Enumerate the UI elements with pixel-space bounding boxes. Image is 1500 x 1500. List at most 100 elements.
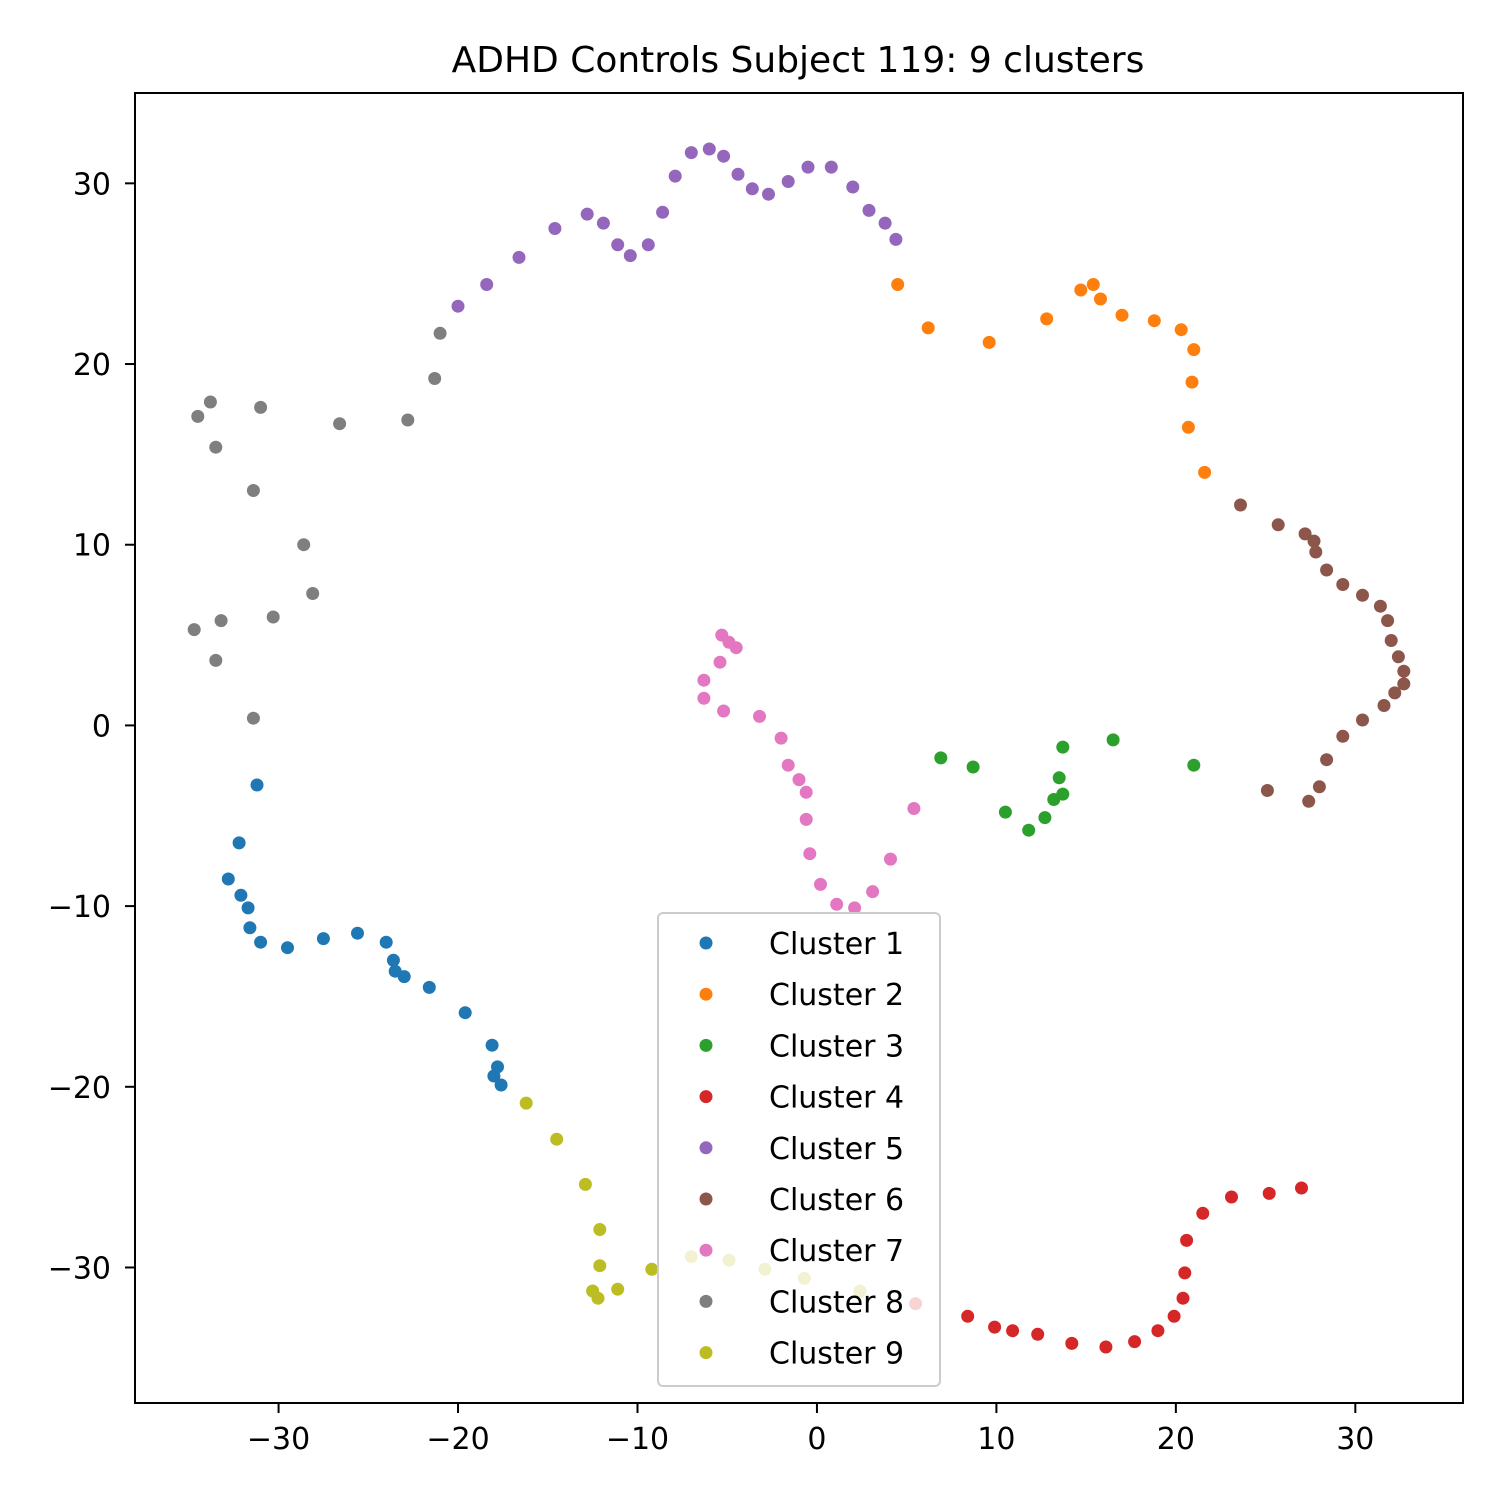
cluster-6-point-17 bbox=[1356, 713, 1369, 727]
cluster-5-point-17 bbox=[762, 187, 775, 201]
legend-marker bbox=[699, 1346, 713, 1360]
plot-frame bbox=[134, 92, 1464, 1404]
legend-label: Cluster 3 bbox=[769, 1029, 904, 1064]
cluster-5-point-15 bbox=[731, 167, 745, 181]
cluster-5-point-24 bbox=[889, 232, 903, 246]
cluster-1-point-17 bbox=[485, 1038, 499, 1052]
cluster-5-point-11 bbox=[668, 169, 682, 183]
cluster-5-point-16 bbox=[745, 182, 759, 196]
cluster-2-point-7 bbox=[1094, 292, 1107, 306]
cluster-7-point-18 bbox=[866, 885, 880, 899]
cluster-5-point-14 bbox=[717, 149, 731, 163]
cluster-7-point-3 bbox=[729, 641, 743, 655]
x-tick-label: −10 bbox=[606, 1422, 669, 1457]
cluster-5-point-12 bbox=[684, 146, 698, 160]
cluster-7-point-8 bbox=[753, 709, 766, 723]
cluster-4-point-17 bbox=[1295, 1181, 1308, 1195]
cluster-8-point-10 bbox=[297, 538, 311, 552]
cluster-6-point-22 bbox=[1260, 784, 1274, 797]
cluster-4-point-9 bbox=[1151, 1324, 1165, 1338]
cluster-6-point-18 bbox=[1336, 729, 1350, 743]
cluster-1-point-16 bbox=[458, 1006, 472, 1020]
cluster-6-point-15 bbox=[1388, 686, 1402, 700]
legend-label: Cluster 8 bbox=[769, 1285, 904, 1320]
cluster-4-point-12 bbox=[1178, 1266, 1192, 1280]
y-tick-label: −10 bbox=[48, 890, 111, 925]
y-tick-label: 10 bbox=[73, 529, 111, 564]
cluster-4-point-7 bbox=[1099, 1340, 1113, 1354]
cluster-2-point-13 bbox=[1181, 420, 1195, 434]
cluster-1-point-2 bbox=[232, 836, 246, 850]
cluster-3-point-1 bbox=[934, 751, 948, 765]
cluster-2-point-1 bbox=[891, 278, 905, 291]
cluster-8-point-6 bbox=[333, 417, 347, 431]
cluster-6-point-10 bbox=[1381, 614, 1395, 628]
cluster-9-point-3 bbox=[578, 1177, 592, 1191]
cluster-1-point-7 bbox=[254, 935, 268, 949]
legend-entries: Cluster 1 Cluster 2 Cluster 3 Cluster 4 Clus… bbox=[699, 927, 904, 1372]
cluster-8-point-9 bbox=[433, 326, 447, 340]
cluster-7-point-14 bbox=[803, 847, 817, 861]
cluster-8-point-4 bbox=[254, 400, 268, 414]
cluster-2-point-9 bbox=[1147, 314, 1161, 328]
cluster-6-point-14 bbox=[1397, 677, 1411, 691]
cluster-7-point-19 bbox=[884, 852, 897, 866]
cluster-5-point-22 bbox=[862, 203, 876, 217]
series-cluster-4 bbox=[909, 1181, 1308, 1354]
x-tick-label: 10 bbox=[977, 1422, 1015, 1457]
y-tick-label: −30 bbox=[48, 1251, 111, 1286]
cluster-1-point-12 bbox=[386, 953, 400, 967]
cluster-2-point-8 bbox=[1115, 308, 1129, 322]
cluster-1-point-4 bbox=[234, 888, 248, 902]
points-layer bbox=[187, 142, 1411, 1354]
cluster-8-point-7 bbox=[401, 413, 415, 427]
cluster-2-point-12 bbox=[1185, 375, 1199, 389]
cluster-8-point-5 bbox=[246, 484, 260, 497]
cluster-9-point-8 bbox=[611, 1282, 625, 1296]
cluster-7-point-16 bbox=[830, 897, 844, 911]
cluster-8-point-14 bbox=[187, 623, 201, 637]
cluster-7-point-11 bbox=[792, 773, 806, 787]
cluster-6-point-20 bbox=[1312, 780, 1326, 794]
cluster-7-point-13 bbox=[799, 812, 813, 826]
cluster-6-point-7 bbox=[1336, 578, 1350, 591]
legend-entry-cluster-8: Cluster 8 bbox=[699, 1285, 904, 1320]
cluster-7-point-4 bbox=[713, 655, 727, 669]
cluster-1-point-11 bbox=[379, 935, 393, 949]
cluster-2-point-2 bbox=[921, 321, 935, 335]
legend: Cluster 1 Cluster 2 Cluster 3 Cluster 4 Clus… bbox=[657, 912, 941, 1387]
legend-marker bbox=[699, 936, 713, 950]
cluster-3-point-4 bbox=[1022, 823, 1036, 837]
legend-label: Cluster 4 bbox=[769, 1081, 904, 1116]
legend-label: Cluster 7 bbox=[769, 1234, 904, 1269]
cluster-5-point-4 bbox=[548, 222, 562, 235]
cluster-2-point-3 bbox=[982, 335, 996, 349]
cluster-6-point-1 bbox=[1234, 498, 1247, 512]
cluster-8-point-3 bbox=[209, 440, 223, 454]
cluster-3-point-7 bbox=[1052, 771, 1066, 785]
cluster-9-point-5 bbox=[593, 1259, 607, 1273]
cluster-6-point-9 bbox=[1373, 599, 1387, 613]
cluster-3-point-8 bbox=[1056, 787, 1070, 801]
cluster-3-point-5 bbox=[1038, 811, 1052, 825]
cluster-7-point-6 bbox=[697, 691, 711, 705]
cluster-1-point-20 bbox=[494, 1078, 508, 1092]
cluster-5-point-1 bbox=[451, 299, 465, 313]
series-cluster-6 bbox=[1234, 498, 1411, 808]
legend-entry-cluster-6: Cluster 6 bbox=[699, 1183, 904, 1218]
cluster-4-point-4 bbox=[1006, 1324, 1020, 1338]
cluster-4-point-16 bbox=[1262, 1186, 1276, 1200]
legend-entry-cluster-7: Cluster 7 bbox=[699, 1234, 904, 1269]
cluster-4-point-11 bbox=[1176, 1291, 1190, 1305]
cluster-1-point-8 bbox=[281, 941, 294, 955]
cluster-1-point-3 bbox=[221, 872, 235, 886]
cluster-7-point-12 bbox=[799, 785, 813, 799]
cluster-6-point-12 bbox=[1391, 650, 1405, 664]
cluster-8-point-2 bbox=[203, 395, 217, 409]
cluster-5-point-9 bbox=[641, 238, 655, 252]
cluster-9-point-4 bbox=[593, 1223, 607, 1236]
cluster-7-point-15 bbox=[814, 877, 827, 891]
cluster-4-point-6 bbox=[1065, 1336, 1079, 1350]
legend-marker bbox=[699, 1243, 713, 1257]
